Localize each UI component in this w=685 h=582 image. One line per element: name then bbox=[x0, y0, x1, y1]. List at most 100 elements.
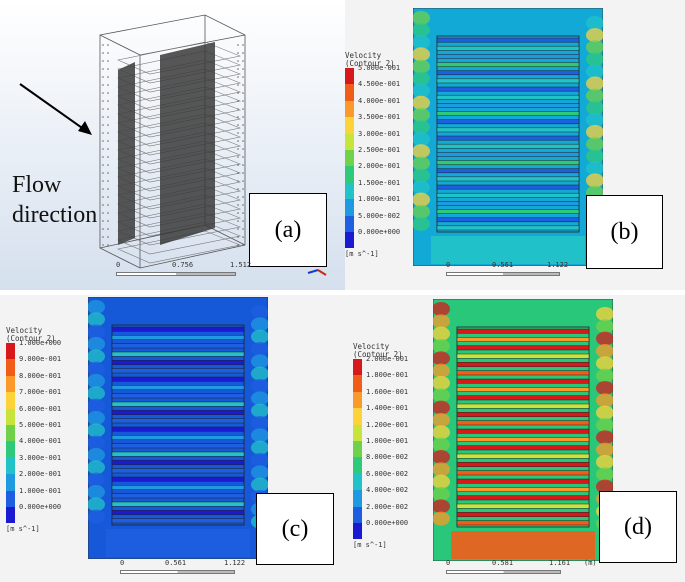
legend-row: 1.400e-001 bbox=[353, 404, 408, 425]
panel-label-c-text: (c) bbox=[281, 515, 309, 542]
legend-row: 8.000e-001 bbox=[6, 372, 61, 393]
legend-row: 4.500e-001 bbox=[345, 80, 400, 101]
legend-swatch bbox=[353, 506, 362, 523]
legend-value: 4.000e-001 bbox=[358, 96, 401, 105]
legend-row: 1.500e-001 bbox=[345, 179, 400, 200]
legend-row: 1.600e-001 bbox=[353, 388, 408, 409]
legend-subtitle: (Contour 2) bbox=[6, 334, 56, 343]
scale-tick-0: 0 bbox=[120, 559, 125, 567]
legend-row: 2.000e-001 bbox=[345, 162, 400, 183]
panel-label-d-text: (d) bbox=[624, 513, 652, 540]
legend-swatch bbox=[353, 391, 362, 409]
flow-text-line1: Flow bbox=[12, 172, 62, 198]
legend-title: Velocity bbox=[345, 51, 382, 60]
legend-row: 6.000e-002 bbox=[353, 470, 408, 491]
legend-value: 6.000e-001 bbox=[19, 404, 62, 413]
legend-value: 1.500e-001 bbox=[358, 178, 401, 187]
legend-swatch bbox=[345, 182, 354, 200]
panel-label-a-text: (a) bbox=[274, 216, 302, 243]
legend-value: 2.000e-002 bbox=[366, 502, 409, 511]
scale-tick-2: 1.122 bbox=[224, 559, 246, 567]
legend-row: 2.000e-001 bbox=[353, 355, 408, 376]
legend-value: 2.000e-001 bbox=[366, 355, 409, 363]
legend-value: 1.400e-001 bbox=[366, 404, 409, 413]
scale-bar-c: 0 0.561 1.122 bbox=[120, 559, 280, 580]
legend-swatch bbox=[353, 359, 362, 376]
legend-value: 1.000e-001 bbox=[366, 436, 409, 445]
legend-row: 1.000e-001 bbox=[6, 487, 61, 507]
contour-plot-d bbox=[433, 299, 613, 561]
legend-swatch bbox=[6, 392, 15, 409]
legend-value: 1.800e-001 bbox=[366, 371, 409, 380]
panel-label-b-text: (b) bbox=[610, 218, 639, 245]
legend-unit: [m s^-1] bbox=[345, 250, 379, 259]
legend-swatch bbox=[345, 166, 354, 183]
legend-row: 0.000e+000 bbox=[353, 519, 408, 540]
legend-value: 2.000e-001 bbox=[358, 162, 401, 171]
legend-value: 5.000e-001 bbox=[358, 64, 401, 72]
legend-c: Velocity (Contour 2) 1.000e+000 9.000e-00… bbox=[6, 327, 61, 534]
legend-value: 9.000e-001 bbox=[19, 355, 62, 364]
legend-row: 1.800e-001 bbox=[353, 371, 408, 392]
scale-tick-0: 0 bbox=[446, 261, 451, 269]
legend-swatch bbox=[6, 343, 15, 360]
legend-value: 5.000e-001 bbox=[19, 420, 62, 429]
legend-row: 2.000e-001 bbox=[6, 470, 61, 491]
legend-value: 1.000e+000 bbox=[19, 339, 62, 347]
legend-swatch bbox=[345, 231, 354, 249]
legend-row: 4.000e-002 bbox=[353, 486, 408, 507]
legend-row: 5.000e-002 bbox=[345, 212, 400, 232]
legend-unit: [m s^-1] bbox=[353, 541, 387, 550]
scale-tick-1: 0.756 bbox=[172, 261, 194, 269]
scale-tick-2: 1.122 bbox=[547, 261, 569, 269]
legend-row: 1.000e+000 bbox=[6, 339, 61, 360]
legend-swatch bbox=[345, 117, 354, 134]
legend-value: 3.000e-001 bbox=[358, 129, 401, 138]
legend-swatch bbox=[345, 100, 354, 118]
scale-bar-d: 0 0.581 1.161 (m) bbox=[446, 559, 636, 580]
contour-plot-b bbox=[413, 8, 603, 266]
legend-row: 4.000e-001 bbox=[6, 437, 61, 458]
legend-swatch bbox=[353, 375, 362, 392]
legend-value: 3.500e-001 bbox=[358, 113, 401, 122]
panel-label-b: (b) bbox=[586, 195, 663, 269]
scale-tick-1: 0.561 bbox=[165, 559, 187, 567]
legend-value: 3.000e-001 bbox=[19, 453, 62, 462]
scale-tick-1: 0.581 bbox=[492, 559, 514, 567]
scale-tick-unit: (m) bbox=[584, 559, 597, 567]
legend-row: 5.000e-001 bbox=[345, 64, 400, 85]
legend-value: 0.000e+000 bbox=[19, 502, 62, 511]
legend-subtitle: (Contour 2) bbox=[353, 350, 403, 359]
panel-c: Velocity (Contour 2) 1.000e+000 9.000e-00… bbox=[0, 295, 345, 582]
legend-value: 0.000e+000 bbox=[358, 227, 401, 236]
legend-value: 8.000e-002 bbox=[366, 453, 409, 462]
legend-swatch bbox=[353, 490, 362, 507]
scale-bar-a: 0 0.756 1.512 bbox=[116, 261, 251, 282]
scale-tick-2: 1.512 bbox=[230, 261, 252, 269]
legend-swatch bbox=[345, 199, 354, 216]
legend-swatch bbox=[6, 441, 15, 458]
legend-row: 5.000e-001 bbox=[6, 421, 61, 442]
legend-row: 3.500e-001 bbox=[345, 113, 400, 134]
panel-d: Velocity (Contour 2) 2.000e-001 1.800e-00… bbox=[345, 295, 685, 582]
scale-tick-0: 0 bbox=[446, 559, 451, 567]
legend-value: 4.500e-001 bbox=[358, 80, 401, 89]
legend-value: 8.000e-001 bbox=[19, 371, 62, 380]
legend-value: 4.000e-002 bbox=[366, 486, 409, 495]
legend-swatch bbox=[353, 440, 362, 458]
legend-swatch bbox=[6, 506, 15, 524]
legend-swatch bbox=[6, 359, 15, 376]
legend-row: 4.000e-001 bbox=[345, 97, 400, 118]
legend-swatch bbox=[345, 133, 354, 150]
legend-b: Velocity (Contour 2) 5.000e-001 4.500e-00… bbox=[345, 51, 400, 259]
legend-row: 3.000e-001 bbox=[345, 130, 400, 150]
legend-row: 9.000e-001 bbox=[6, 355, 61, 376]
legend-value: 2.000e-001 bbox=[19, 470, 62, 479]
legend-value: 7.000e-001 bbox=[19, 388, 62, 397]
scale-tick-1: 0.561 bbox=[492, 261, 514, 269]
flow-arrow-icon bbox=[19, 83, 92, 135]
legend-value: 4.000e-001 bbox=[19, 437, 62, 446]
legend-unit: [m s^-1] bbox=[6, 525, 40, 534]
legend-swatch bbox=[345, 68, 354, 85]
legend-swatch bbox=[6, 375, 15, 393]
